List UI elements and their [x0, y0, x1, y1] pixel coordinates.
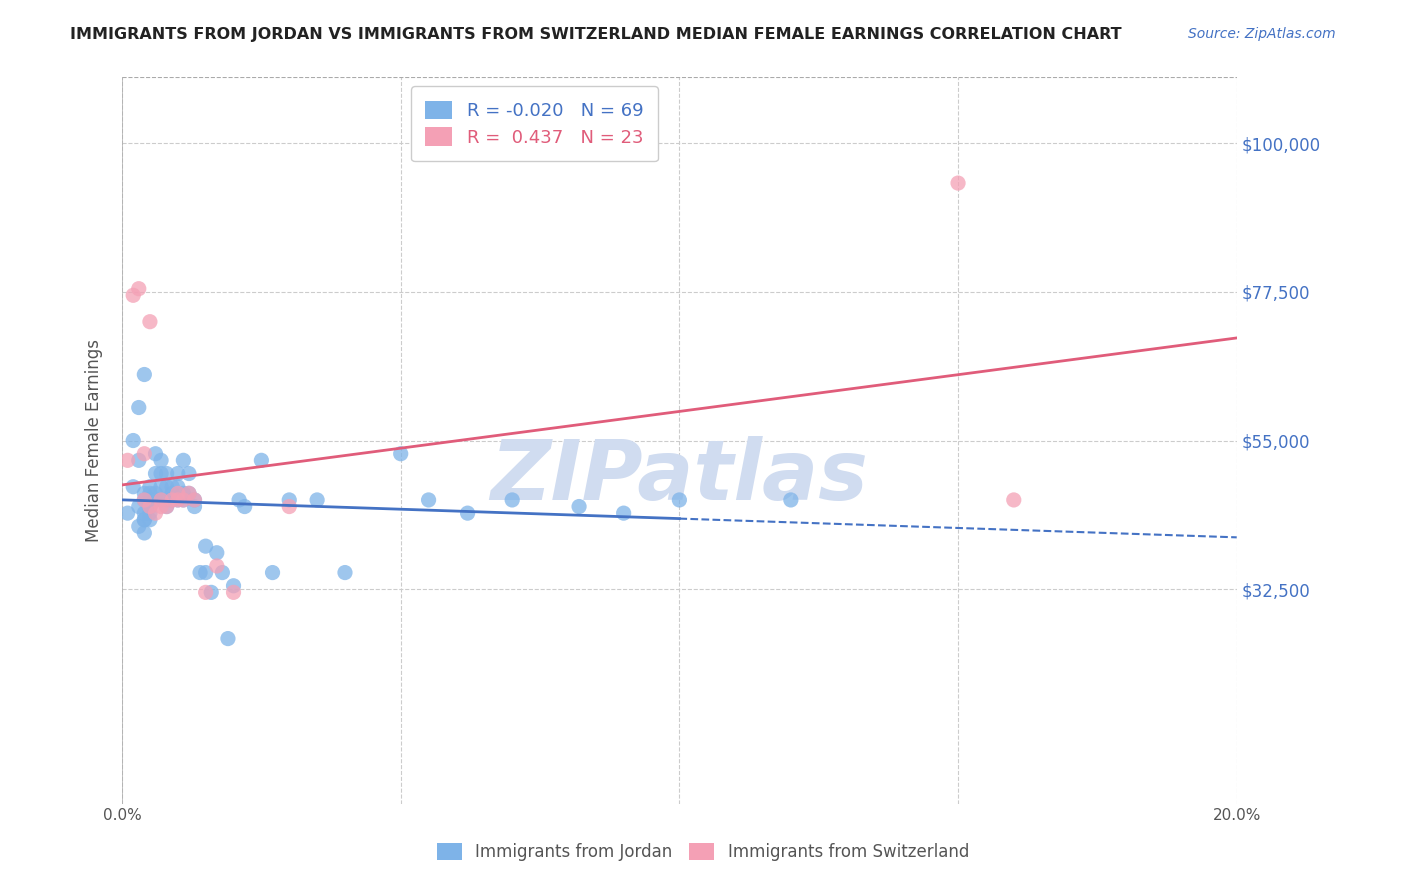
- Point: [228, 492, 250, 507]
- Point: [172, 492, 194, 507]
- Point: [156, 467, 179, 481]
- Point: [134, 368, 156, 382]
- Point: [194, 585, 217, 599]
- Point: [139, 513, 162, 527]
- Point: [139, 506, 162, 520]
- Point: [262, 566, 284, 580]
- Text: IMMIGRANTS FROM JORDAN VS IMMIGRANTS FROM SWITZERLAND MEDIAN FEMALE EARNINGS COR: IMMIGRANTS FROM JORDAN VS IMMIGRANTS FRO…: [70, 27, 1122, 42]
- Point: [145, 492, 167, 507]
- Point: [128, 519, 150, 533]
- Point: [172, 486, 194, 500]
- Point: [166, 492, 188, 507]
- Point: [613, 506, 636, 520]
- Point: [145, 486, 167, 500]
- Point: [134, 525, 156, 540]
- Point: [250, 453, 273, 467]
- Point: [150, 467, 173, 481]
- Point: [200, 585, 222, 599]
- Point: [278, 500, 301, 514]
- Point: [177, 486, 200, 500]
- Point: [177, 486, 200, 500]
- Point: [139, 486, 162, 500]
- Point: [150, 500, 173, 514]
- Point: [134, 513, 156, 527]
- Point: [205, 546, 228, 560]
- Point: [307, 492, 329, 507]
- Point: [128, 500, 150, 514]
- Point: [177, 467, 200, 481]
- Point: [205, 558, 228, 573]
- Point: [145, 447, 167, 461]
- Point: [222, 585, 245, 599]
- Point: [134, 486, 156, 500]
- Point: [128, 401, 150, 415]
- Text: ZIPatlas: ZIPatlas: [491, 436, 869, 517]
- Point: [134, 506, 156, 520]
- Legend: Immigrants from Jordan, Immigrants from Switzerland: Immigrants from Jordan, Immigrants from …: [423, 830, 983, 875]
- Point: [183, 500, 205, 514]
- Point: [150, 453, 173, 467]
- Point: [139, 500, 162, 514]
- Point: [139, 315, 162, 329]
- Point: [194, 539, 217, 553]
- Point: [160, 480, 183, 494]
- Point: [568, 500, 591, 514]
- Point: [457, 506, 479, 520]
- Point: [172, 492, 194, 507]
- Point: [139, 480, 162, 494]
- Point: [166, 492, 188, 507]
- Point: [160, 492, 183, 507]
- Point: [183, 492, 205, 507]
- Point: [166, 480, 188, 494]
- Point: [389, 447, 412, 461]
- Point: [145, 467, 167, 481]
- Point: [188, 566, 211, 580]
- Point: [194, 566, 217, 580]
- Point: [134, 492, 156, 507]
- Point: [501, 492, 523, 507]
- Point: [1002, 492, 1025, 507]
- Point: [160, 486, 183, 500]
- Point: [183, 492, 205, 507]
- Point: [156, 500, 179, 514]
- Point: [156, 500, 179, 514]
- Text: Source: ZipAtlas.com: Source: ZipAtlas.com: [1188, 27, 1336, 41]
- Point: [122, 434, 145, 448]
- Point: [139, 500, 162, 514]
- Point: [150, 492, 173, 507]
- Point: [418, 492, 440, 507]
- Point: [145, 506, 167, 520]
- Point: [333, 566, 356, 580]
- Point: [160, 492, 183, 507]
- Point: [139, 500, 162, 514]
- Point: [172, 453, 194, 467]
- Point: [134, 447, 156, 461]
- Point: [150, 492, 173, 507]
- Point: [166, 486, 188, 500]
- Point: [128, 282, 150, 296]
- Point: [156, 480, 179, 494]
- Point: [150, 480, 173, 494]
- Point: [946, 176, 969, 190]
- Point: [122, 480, 145, 494]
- Y-axis label: Median Female Earnings: Median Female Earnings: [86, 339, 103, 542]
- Point: [779, 492, 801, 507]
- Point: [166, 467, 188, 481]
- Point: [150, 492, 173, 507]
- Point: [117, 506, 139, 520]
- Point: [122, 288, 145, 302]
- Point: [222, 579, 245, 593]
- Point: [134, 492, 156, 507]
- Point: [233, 500, 256, 514]
- Point: [117, 453, 139, 467]
- Point: [217, 632, 239, 646]
- Point: [134, 513, 156, 527]
- Point: [128, 453, 150, 467]
- Legend: R = -0.020   N = 69, R =  0.437   N = 23: R = -0.020 N = 69, R = 0.437 N = 23: [411, 87, 658, 161]
- Point: [211, 566, 233, 580]
- Point: [156, 492, 179, 507]
- Point: [278, 492, 301, 507]
- Point: [668, 492, 690, 507]
